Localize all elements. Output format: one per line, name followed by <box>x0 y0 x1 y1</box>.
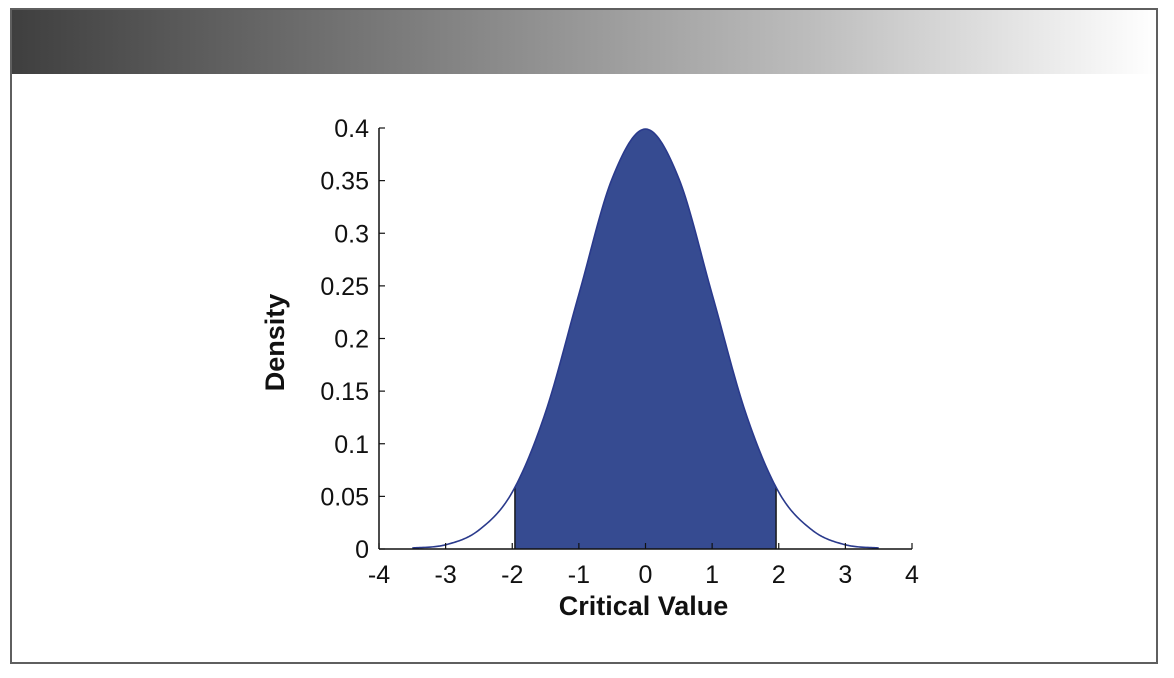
x-tick-label: 3 <box>838 561 852 589</box>
axis-layer <box>378 127 913 550</box>
density-curve <box>412 128 879 549</box>
y-tick-label: 0.3 <box>334 220 369 248</box>
y-tick-label: 0.1 <box>334 431 369 459</box>
header-gradient-band <box>12 10 1156 74</box>
fill-layer <box>514 129 777 550</box>
curve-layer <box>412 128 879 549</box>
y-tick-label: 0.15 <box>320 378 369 406</box>
x-tick-label: 1 <box>705 561 719 589</box>
x-tick-label: 4 <box>905 561 919 589</box>
y-tick-label: 0.2 <box>334 326 369 354</box>
shaded-area <box>514 129 777 550</box>
x-tick-label: 2 <box>772 561 786 589</box>
x-tick-label: -1 <box>568 561 590 589</box>
y-tick-label: 0.05 <box>320 483 369 511</box>
y-tick-label: 0.25 <box>320 273 369 301</box>
figure-frame <box>10 8 1158 664</box>
y-tick-label: 0.4 <box>334 115 369 143</box>
y-axis-title: Density <box>260 294 290 392</box>
y-tick-label: 0 <box>355 536 369 564</box>
x-tick-label: -3 <box>435 561 457 589</box>
x-axis-title: Critical Value <box>559 591 729 621</box>
y-tick-label: 0.35 <box>320 168 369 196</box>
x-tick-label: -2 <box>501 561 523 589</box>
x-tick-label: 0 <box>639 561 653 589</box>
label-layer: -4 -3 -2 -1 0 1 2 3 4 0 0.05 0.1 0.15 0.2 0.25 0.3 0.35 0… <box>260 115 919 621</box>
x-tick-label: -4 <box>368 561 390 589</box>
